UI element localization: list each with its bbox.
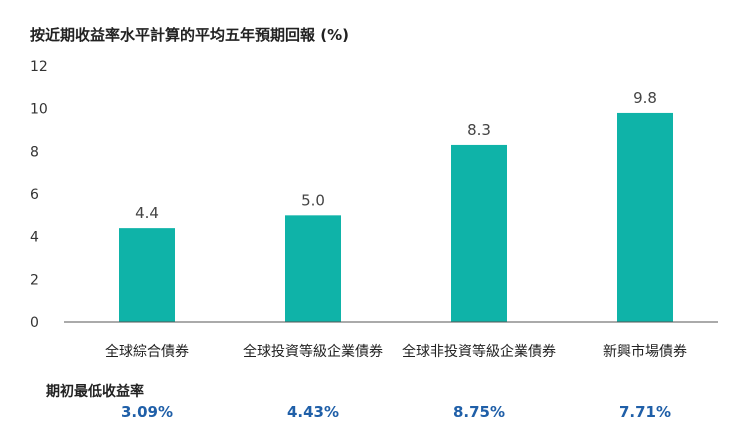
bar <box>119 228 175 322</box>
bar <box>451 144 507 322</box>
yield-row-title: 期初最低收益率 <box>46 384 144 400</box>
y-tick-label: 12 <box>30 59 48 75</box>
chart-title: 按近期收益率水平計算的平均五年預期回報 (%) <box>30 26 349 44</box>
yield-value: 4.43% <box>286 403 340 421</box>
yield-value: 3.09% <box>120 403 174 421</box>
data-label: 4.4 <box>135 204 159 222</box>
x-tick-label: 全球非投資等級企業債券 <box>402 343 556 360</box>
y-tick-label: 2 <box>30 272 39 288</box>
y-tick-label: 0 <box>30 315 39 331</box>
yield-value: 8.75% <box>452 403 506 421</box>
yield-value: 7.71% <box>618 403 672 421</box>
bar-chart: 0 2 4 6 8 10 12 4.4 全球綜合債券 5.0 全球投資等級企業債券 8.3 全球非投資等… <box>30 59 718 360</box>
y-tick-label: 6 <box>30 187 39 203</box>
x-tick-label: 新興市場債券 <box>603 343 687 360</box>
data-label: 5.0 <box>301 191 325 209</box>
y-tick-label: 4 <box>30 230 39 246</box>
x-tick-label: 全球投資等級企業債券 <box>243 343 383 360</box>
bar <box>285 215 341 322</box>
y-tick-label: 8 <box>30 144 39 160</box>
x-tick-label: 全球綜合債券 <box>105 343 189 360</box>
y-tick-label: 10 <box>30 102 48 118</box>
data-label: 9.8 <box>633 89 657 107</box>
bar <box>617 112 673 322</box>
data-label: 8.3 <box>467 121 491 139</box>
